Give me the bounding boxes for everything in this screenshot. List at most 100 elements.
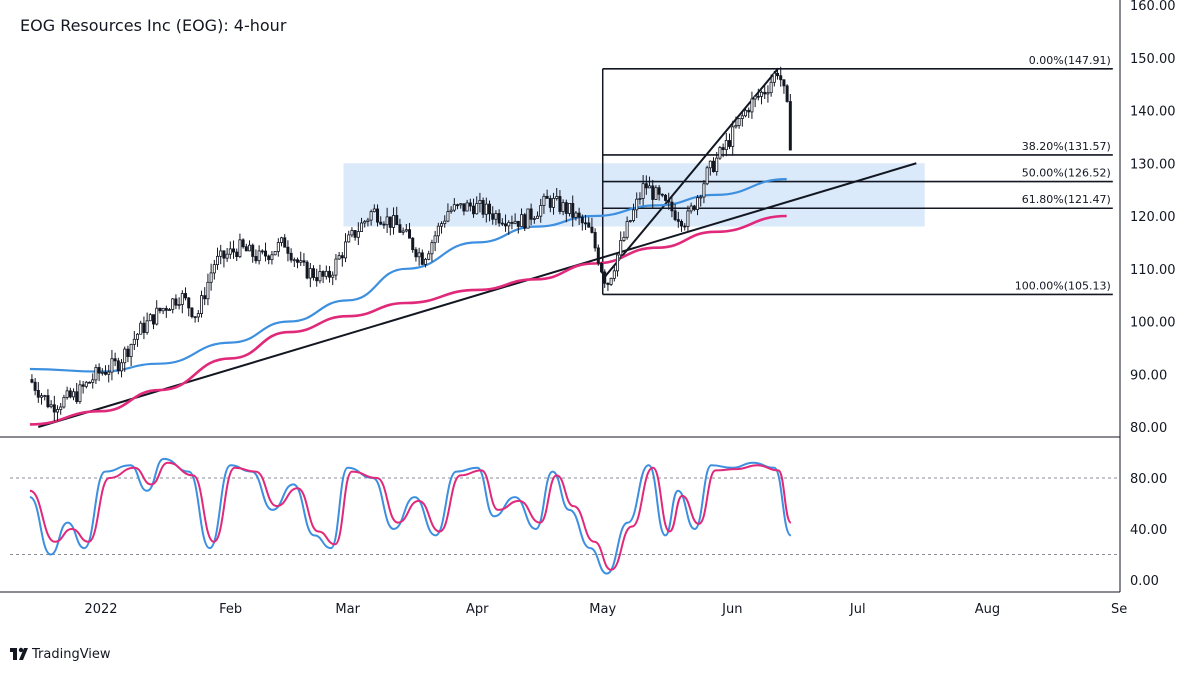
candle-body-down xyxy=(260,250,264,253)
candle-body-up xyxy=(568,202,572,214)
candle xyxy=(225,248,229,262)
candle xyxy=(484,197,488,223)
candle xyxy=(398,218,402,233)
candle-body-up xyxy=(443,220,447,225)
candle xyxy=(372,204,376,213)
candle-body-up xyxy=(689,205,693,212)
candle xyxy=(452,198,456,213)
candle xyxy=(491,206,495,225)
candle xyxy=(180,290,184,314)
candle xyxy=(52,395,56,422)
candle-body-up xyxy=(574,212,578,218)
candle-body-down xyxy=(158,307,162,312)
candle-body-down xyxy=(302,260,306,263)
candle-body-up xyxy=(638,198,642,200)
candle xyxy=(264,242,268,262)
candle-body-up xyxy=(356,231,360,238)
candle xyxy=(436,222,440,243)
candle xyxy=(696,195,700,216)
candle xyxy=(187,297,191,317)
candle-body-down xyxy=(187,297,191,309)
candle xyxy=(299,251,303,266)
candle xyxy=(257,245,261,265)
candle xyxy=(360,217,364,233)
candle-body-up xyxy=(62,397,66,408)
tradingview-logo-text: TradingView xyxy=(31,647,111,662)
candle xyxy=(552,192,556,215)
candle-body-up xyxy=(424,258,428,265)
candle xyxy=(520,208,524,227)
candle-body-up xyxy=(49,404,53,408)
candle-body-down xyxy=(46,395,50,408)
candle xyxy=(788,94,792,151)
candle-body-down xyxy=(644,183,648,189)
candle xyxy=(420,249,424,266)
candle xyxy=(75,382,79,404)
candle-body-up xyxy=(155,307,159,325)
candle xyxy=(404,223,408,233)
candle xyxy=(497,209,501,227)
candle-body-up xyxy=(177,304,181,306)
candle-body-up xyxy=(136,333,140,340)
tradingview-logo-icon xyxy=(10,647,28,660)
candle-body-up xyxy=(273,251,277,256)
candle-body-down xyxy=(673,210,677,221)
candle xyxy=(689,202,693,214)
candle-body-up xyxy=(369,211,373,221)
candle xyxy=(536,211,540,219)
candle xyxy=(577,207,581,225)
candle-body-down xyxy=(398,224,402,233)
candle xyxy=(414,247,418,262)
candle xyxy=(737,118,741,129)
stochastic-k-line xyxy=(29,457,792,575)
candle xyxy=(177,297,181,310)
candle xyxy=(388,216,392,236)
candle-body-up xyxy=(417,252,421,258)
candle xyxy=(100,368,104,376)
candle xyxy=(164,305,168,318)
candle-body-up xyxy=(760,91,764,97)
candle-body-up xyxy=(513,220,517,224)
candle xyxy=(340,252,344,267)
moving-average-slow xyxy=(29,214,787,426)
candle xyxy=(763,85,767,100)
candle xyxy=(40,392,44,405)
candle-body-up xyxy=(635,198,639,211)
candle-body-down xyxy=(651,185,655,200)
candle xyxy=(353,229,357,241)
candle xyxy=(430,239,434,262)
candle-body-down xyxy=(756,95,760,98)
candle-body-down xyxy=(68,390,72,398)
candle-body-down xyxy=(88,381,92,384)
time-tick-label: 2022 xyxy=(84,602,117,617)
candle xyxy=(193,316,197,323)
candle-body-down xyxy=(203,295,207,300)
candle-body-down xyxy=(232,248,236,253)
candle xyxy=(65,386,69,400)
candle xyxy=(612,265,616,282)
candle-body-up xyxy=(107,371,111,375)
price-tick-label: 160.00 xyxy=(1130,0,1176,14)
candle-body-down xyxy=(420,252,424,265)
candle xyxy=(571,195,575,227)
candle-body-down xyxy=(241,239,245,248)
candle-body-up xyxy=(324,270,328,277)
candle xyxy=(328,266,332,283)
candle xyxy=(753,94,757,108)
candle xyxy=(644,175,648,195)
candle xyxy=(465,199,469,212)
candle xyxy=(129,343,133,366)
candle-body-up xyxy=(632,209,636,221)
candle xyxy=(532,216,536,224)
candle-body-up xyxy=(740,115,744,119)
candle xyxy=(606,282,610,291)
candle xyxy=(776,68,780,80)
candle-body-up xyxy=(744,109,748,117)
candle xyxy=(526,208,530,229)
candle xyxy=(523,212,527,231)
candle xyxy=(56,405,60,422)
price-tick-label: 120.00 xyxy=(1130,210,1176,225)
candle xyxy=(472,198,476,218)
candle xyxy=(116,357,120,375)
candle-body-up xyxy=(552,198,556,208)
